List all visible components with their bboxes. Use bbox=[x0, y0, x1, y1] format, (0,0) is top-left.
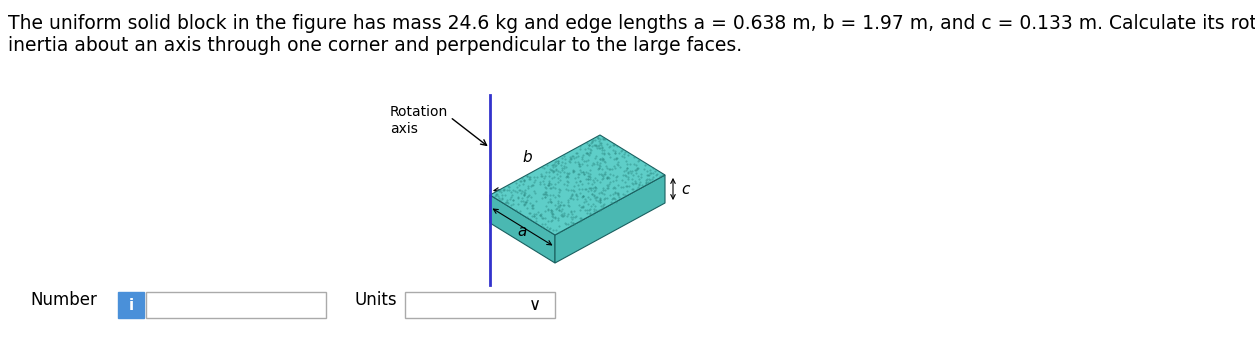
Text: ∨: ∨ bbox=[528, 296, 541, 314]
Polygon shape bbox=[555, 175, 665, 263]
Text: inertia about an axis through one corner and perpendicular to the large faces.: inertia about an axis through one corner… bbox=[8, 36, 742, 55]
Text: b: b bbox=[522, 149, 532, 164]
FancyBboxPatch shape bbox=[146, 292, 326, 318]
Polygon shape bbox=[489, 135, 665, 235]
FancyBboxPatch shape bbox=[405, 292, 555, 318]
Text: Units: Units bbox=[355, 291, 398, 309]
Text: Rotation
axis: Rotation axis bbox=[390, 105, 448, 136]
Text: The uniform solid block in the figure has mass 24.6 kg and edge lengths a = 0.63: The uniform solid block in the figure ha… bbox=[8, 14, 1255, 33]
Polygon shape bbox=[489, 195, 555, 263]
FancyBboxPatch shape bbox=[118, 292, 144, 318]
Text: a: a bbox=[518, 223, 527, 238]
Text: i: i bbox=[128, 297, 133, 312]
Text: c: c bbox=[681, 181, 689, 196]
Text: Number: Number bbox=[30, 291, 97, 309]
